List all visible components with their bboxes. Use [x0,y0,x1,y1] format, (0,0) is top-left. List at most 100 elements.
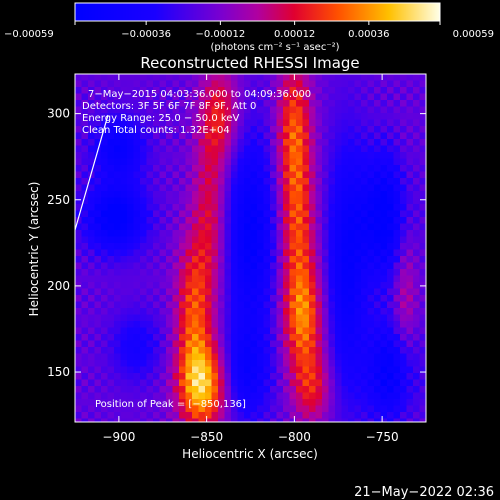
heatmap-cell [218,74,225,81]
heatmap-cell [348,184,355,192]
heatmap-cell [205,295,212,302]
heatmap-cell [354,399,362,406]
heatmap-cell [153,223,160,231]
heatmap-cell [192,210,199,218]
heatmap-cell [120,262,128,270]
heatmap-cell [244,74,251,81]
heatmap-cell [224,295,232,302]
heatmap-cell [322,301,329,309]
heatmap-cell [289,210,297,218]
heatmap-cell [198,347,206,354]
heatmap-cell [237,132,245,140]
heatmap-cell [289,223,297,231]
heatmap-cell [211,373,219,380]
heatmap-cell [127,100,134,107]
heatmap-cell [172,217,180,224]
heatmap-cell [419,191,426,198]
heatmap-cell [296,386,303,393]
heatmap-cell [224,80,232,88]
heatmap-cell [380,126,388,133]
heatmap-cell [361,282,368,289]
heatmap-cell [315,119,323,127]
heatmap-cell [231,379,238,387]
heatmap-cell [413,171,420,179]
heatmap-cell [211,74,219,81]
heatmap-cell [185,126,193,133]
heatmap-cell [244,171,251,179]
heatmap-cell [322,243,329,250]
heatmap-cell [387,353,394,361]
heatmap-cell [75,386,82,393]
heatmap-cell [107,93,115,101]
heatmap-cell [237,262,245,270]
heatmap-cell [309,295,316,302]
heatmap-cell [107,256,115,263]
heatmap-cell [192,158,199,166]
heatmap-cell [94,191,102,198]
heatmap-cell [172,373,180,380]
heatmap-cell [393,418,401,422]
heatmap-cell [406,360,414,367]
heatmap-cell [244,262,251,270]
heatmap-cell [231,301,238,309]
heatmap-cell [101,347,108,354]
heatmap-cell [400,308,407,315]
heatmap-cell [257,184,264,192]
heatmap-cell [296,373,303,380]
heatmap-cell [380,340,388,348]
heatmap-cell [289,282,297,289]
heatmap-cell [348,392,355,400]
heatmap-cell [185,399,193,406]
x-axis-label: Heliocentric X (arcsec) [182,447,318,461]
heatmap-cell [114,204,121,211]
heatmap-cell [133,119,141,127]
heatmap-cell [283,178,290,185]
heatmap-cell [289,132,297,140]
heatmap-cell [400,178,407,185]
heatmap-cell [237,340,245,348]
heatmap-cell [270,197,277,205]
heatmap-cell [322,158,329,166]
heatmap-cell [341,321,349,328]
heatmap-cell [179,275,186,283]
heatmap-cell [406,87,414,94]
heatmap-cell [159,308,167,315]
heatmap-cell [224,87,232,94]
heatmap-cell [328,373,336,380]
heatmap-cell [185,184,193,192]
heatmap-cell [367,288,375,296]
heatmap-cell [276,366,284,374]
heatmap-cell [231,165,238,172]
heatmap-cell [367,217,375,224]
heatmap-cell [296,184,303,192]
heatmap-cell [133,353,141,361]
heatmap-cell [140,249,147,257]
heatmap-cell [127,412,134,419]
heatmap-cell [270,158,277,166]
heatmap-cell [88,295,95,302]
heatmap-cell [283,249,290,257]
heatmap-cell [335,347,342,354]
heatmap-cell [185,243,193,250]
heatmap-cell [179,106,186,114]
heatmap-cell [127,275,134,283]
heatmap-cell [322,334,329,341]
heatmap-cell [354,412,362,419]
heatmap-cell [354,282,362,289]
heatmap-cell [101,230,108,237]
heatmap-cell [133,139,141,146]
heatmap-cell [354,288,362,296]
heatmap-cell [211,230,219,237]
heatmap-cell [120,282,128,289]
heatmap-cell [289,405,297,413]
heatmap-cell [75,171,82,179]
heatmap-cell [302,399,310,406]
heatmap-cell [276,126,284,133]
heatmap-cell [120,80,128,88]
heatmap-cell [302,184,310,192]
heatmap-cell [75,353,82,361]
heatmap-cell [413,113,420,120]
heatmap-cell [172,249,180,257]
heatmap-cell [419,152,426,159]
heatmap-cell [400,210,407,218]
